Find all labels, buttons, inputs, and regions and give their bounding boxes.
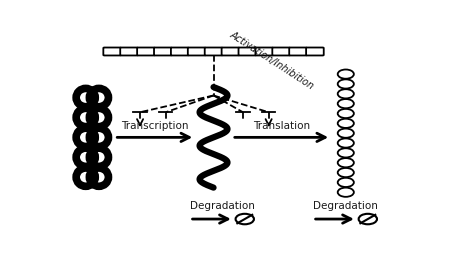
FancyBboxPatch shape bbox=[238, 48, 256, 55]
FancyBboxPatch shape bbox=[171, 48, 189, 55]
Circle shape bbox=[337, 188, 354, 197]
FancyBboxPatch shape bbox=[306, 48, 324, 55]
Circle shape bbox=[337, 148, 354, 157]
Circle shape bbox=[337, 158, 354, 167]
FancyBboxPatch shape bbox=[120, 48, 138, 55]
Circle shape bbox=[337, 99, 354, 108]
FancyBboxPatch shape bbox=[103, 48, 121, 55]
FancyBboxPatch shape bbox=[272, 48, 290, 55]
Circle shape bbox=[337, 129, 354, 138]
FancyBboxPatch shape bbox=[137, 48, 155, 55]
FancyBboxPatch shape bbox=[222, 48, 239, 55]
Circle shape bbox=[337, 119, 354, 128]
Circle shape bbox=[337, 138, 354, 148]
Text: Translation: Translation bbox=[253, 121, 310, 131]
Text: Transcription: Transcription bbox=[121, 121, 189, 131]
Text: Activation/Inhibition: Activation/Inhibition bbox=[228, 30, 316, 91]
Circle shape bbox=[337, 70, 354, 79]
Circle shape bbox=[337, 79, 354, 89]
Circle shape bbox=[337, 168, 354, 177]
Circle shape bbox=[337, 178, 354, 187]
Circle shape bbox=[337, 89, 354, 98]
Circle shape bbox=[236, 214, 254, 224]
Text: Degradation: Degradation bbox=[190, 201, 255, 211]
FancyBboxPatch shape bbox=[188, 48, 205, 55]
Circle shape bbox=[337, 109, 354, 118]
FancyBboxPatch shape bbox=[255, 48, 273, 55]
FancyBboxPatch shape bbox=[154, 48, 172, 55]
Text: Degradation: Degradation bbox=[313, 201, 378, 211]
Circle shape bbox=[359, 214, 377, 224]
FancyBboxPatch shape bbox=[205, 48, 222, 55]
FancyBboxPatch shape bbox=[289, 48, 307, 55]
